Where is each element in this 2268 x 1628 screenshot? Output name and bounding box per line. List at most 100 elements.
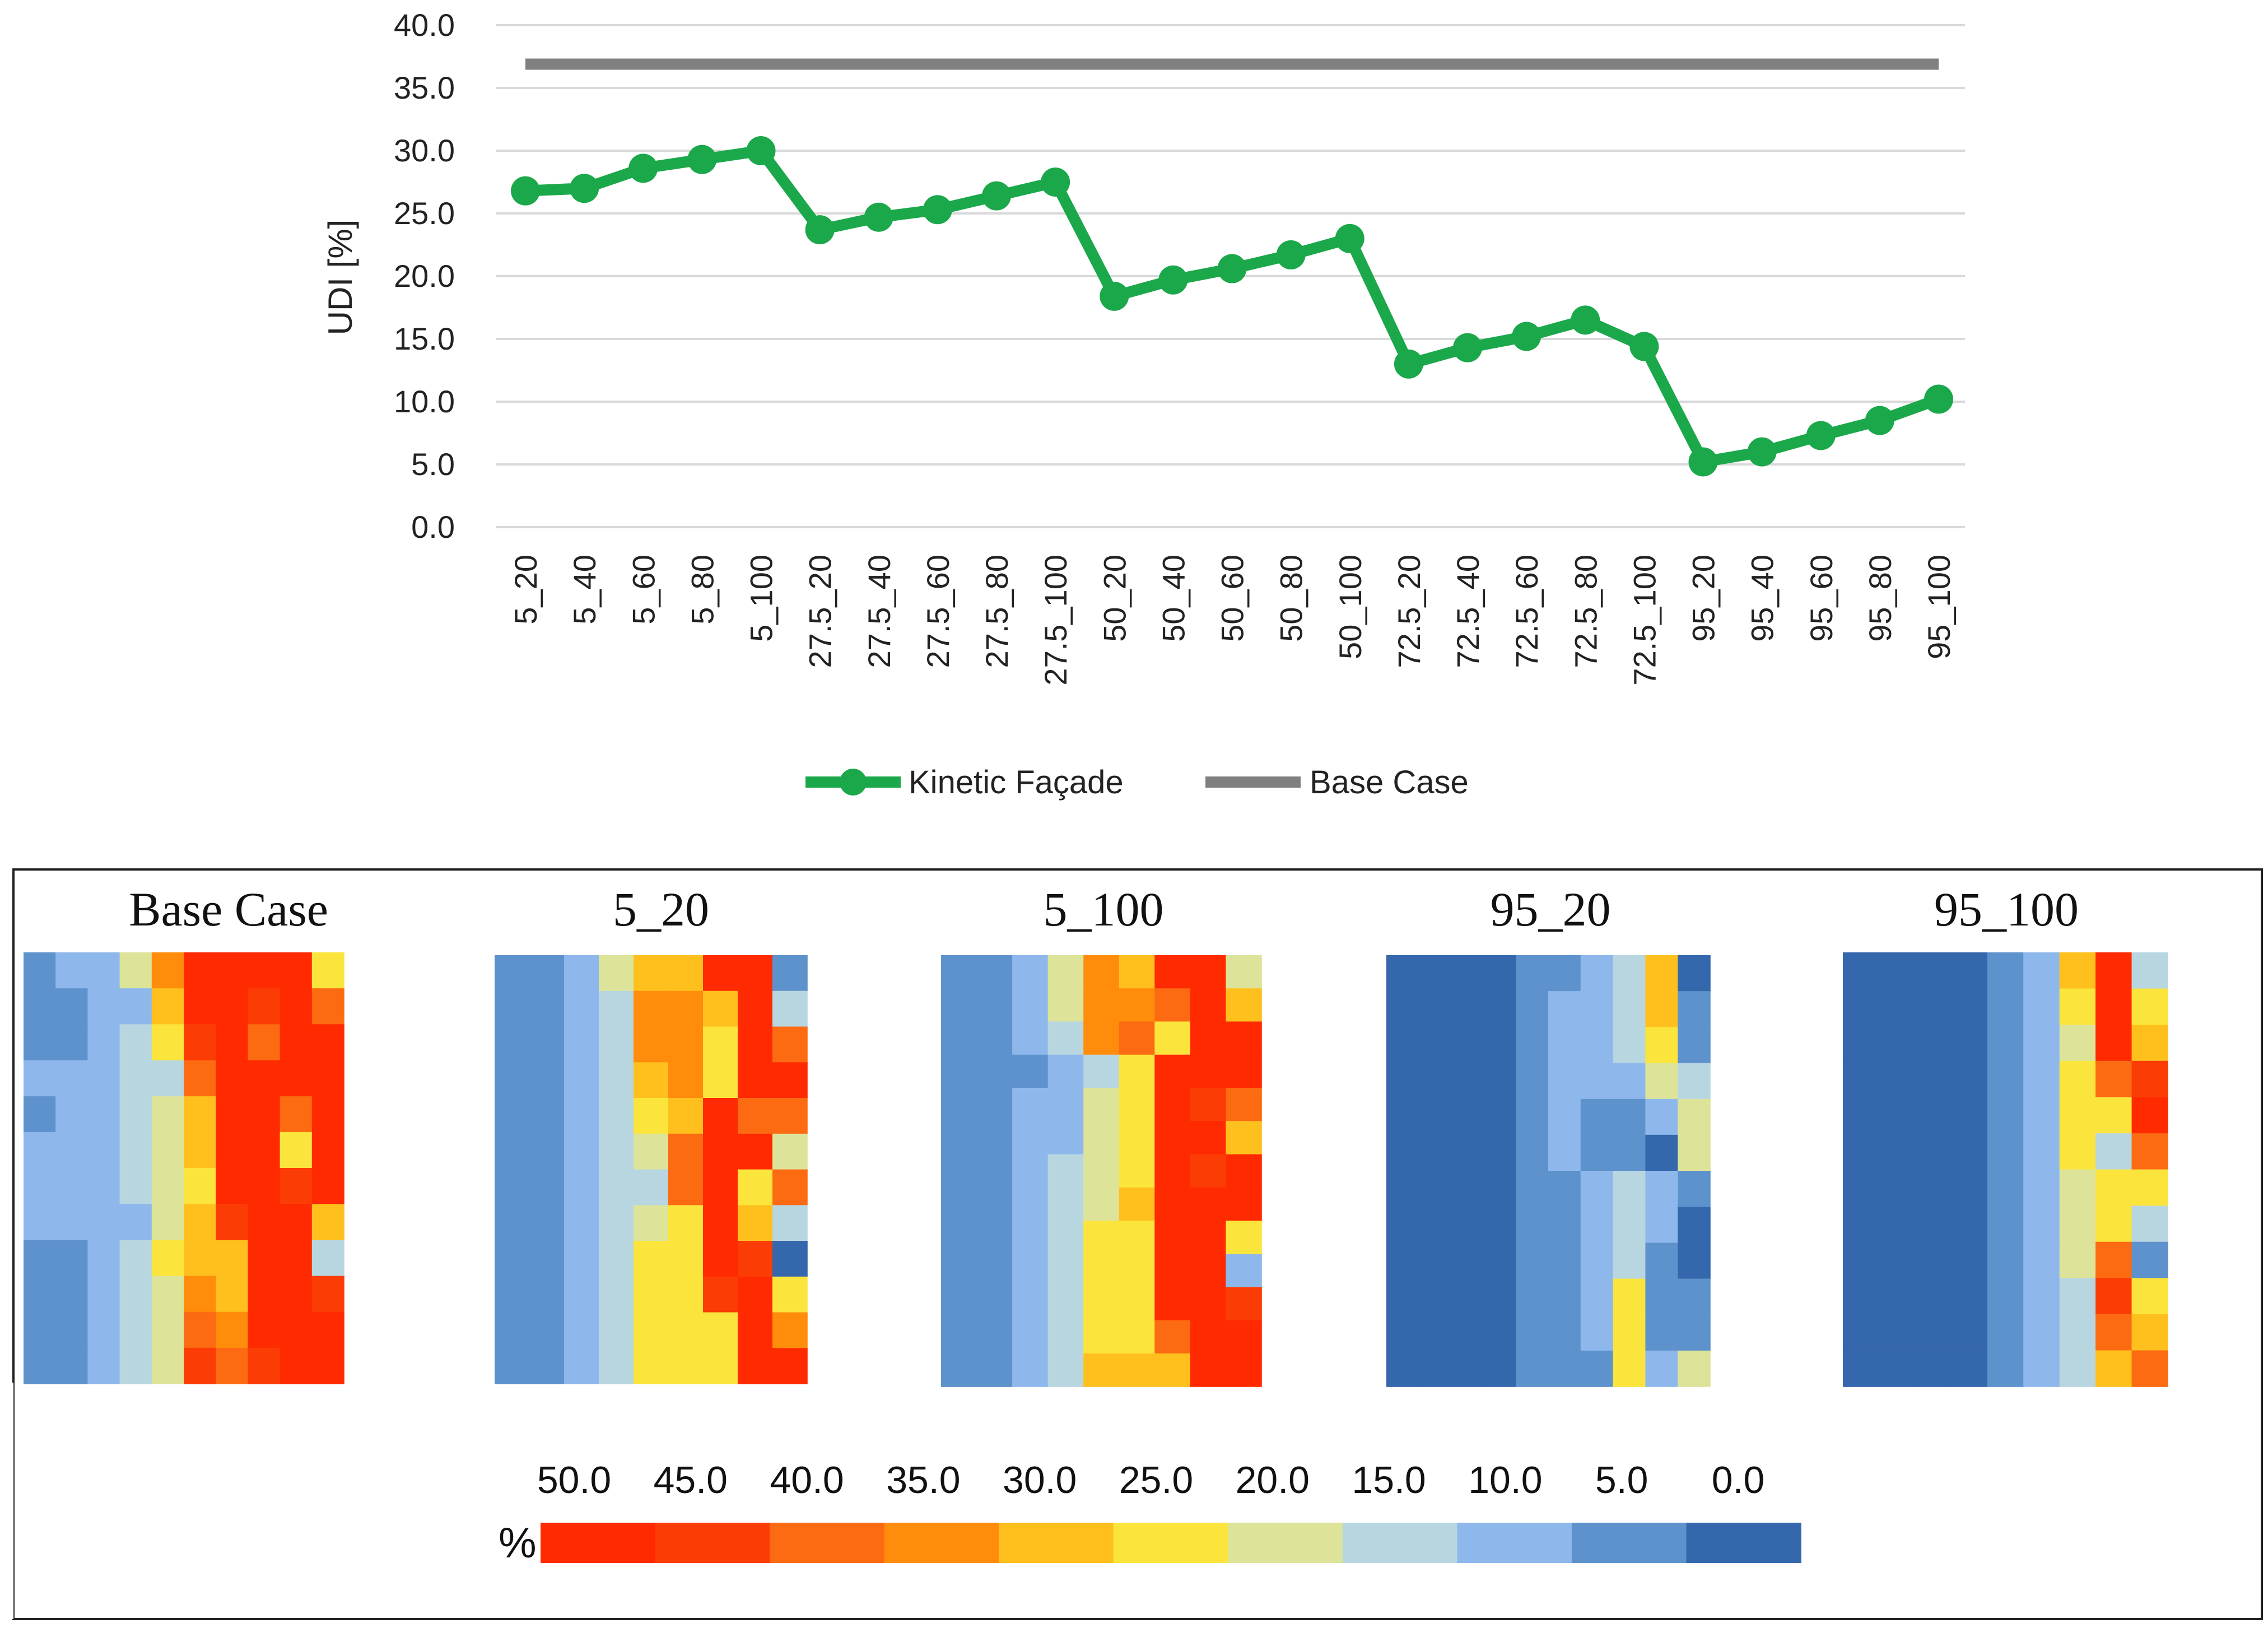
heatmap-cell <box>1226 1254 1262 1288</box>
color-scale-label: 10.0 <box>1468 1459 1542 1501</box>
heatmaps: Base Case 5_20 5_100 95_20 95_100 <box>24 882 2168 1387</box>
heatmap-cell <box>87 1311 120 1348</box>
heatmap-cell <box>1083 1254 1120 1288</box>
heatmap-cell <box>1580 1314 1614 1351</box>
heatmap-cell <box>55 988 89 1025</box>
heatmap-cell <box>1154 955 1191 989</box>
heatmap-cell <box>151 1276 184 1313</box>
heatmap-cell <box>599 1241 634 1277</box>
heatmap-cell <box>1190 1187 1227 1221</box>
heatmap-cell <box>495 990 530 1027</box>
heatmap-cell <box>1226 1087 1262 1122</box>
heatmap-cell <box>1645 1243 1678 1280</box>
heatmap-cell <box>216 1347 249 1384</box>
heatmap-cell <box>87 1132 120 1169</box>
heatmap-cell <box>87 988 120 1025</box>
color-scale-label: 40.0 <box>770 1459 844 1501</box>
heatmap-cell <box>2131 952 2168 989</box>
heatmap-cell <box>87 1060 120 1097</box>
heatmap-cell <box>529 1312 565 1349</box>
heatmap-cell <box>87 1024 120 1061</box>
color-scale-label: 20.0 <box>1236 1459 1310 1501</box>
heatmap-cell <box>1951 1350 1988 1387</box>
heatmap-cell <box>1879 1133 1916 1170</box>
heatmap-cell <box>151 1347 184 1384</box>
x-tick-label: 50_100 <box>1333 555 1368 659</box>
heatmap-cell <box>1154 1021 1191 1055</box>
heatmap-cell <box>1580 1134 1614 1171</box>
heatmap-cell <box>1012 1220 1049 1254</box>
color-scale-swatch <box>884 1523 999 1563</box>
heatmap-cell <box>564 1169 599 1206</box>
heatmap-cell <box>1451 1350 1484 1387</box>
x-tick-label: 72.5_40 <box>1450 555 1485 668</box>
y-tick-label: 0.0 <box>411 509 455 545</box>
color-scale-swatch <box>541 1523 656 1563</box>
heatmap-cell <box>1516 1063 1549 1100</box>
heatmap-cell <box>1915 1206 1952 1243</box>
heatmap-cell <box>1915 1241 1952 1279</box>
color-scale-label: 25.0 <box>1119 1459 1193 1501</box>
heatmap-cell <box>1012 1087 1049 1122</box>
x-tick-label: 5_80 <box>684 555 720 625</box>
heatmap-cell <box>55 1060 89 1097</box>
heatmap-cell <box>1548 1027 1581 1064</box>
color-scale-swatch <box>1457 1523 1572 1563</box>
heatmap-cell <box>2095 1350 2132 1387</box>
heatmap-cell <box>1843 952 1880 989</box>
heatmap-cell <box>495 1098 530 1134</box>
heatmap-cell <box>1418 955 1452 992</box>
heatmap-cell <box>634 1062 669 1099</box>
heatmap-cell <box>1083 1320 1120 1354</box>
heatmap-cell <box>1678 991 1711 1028</box>
heatmap-cell <box>2131 1025 2168 1062</box>
heatmap-cell <box>703 955 738 992</box>
heatmap-cell <box>280 1311 313 1348</box>
heatmap-cell <box>151 1060 184 1097</box>
heatmap-cell <box>703 1241 738 1277</box>
heatmap-cell <box>1418 1099 1452 1136</box>
x-tick-label: 95_20 <box>1686 555 1721 642</box>
heatmap-cell <box>24 1204 56 1241</box>
data-point-kinetic-facade <box>746 136 776 165</box>
heatmap-cell <box>1516 1243 1549 1280</box>
heatmap-cell <box>280 1168 313 1204</box>
heatmap-cell <box>1915 1314 1952 1351</box>
heatmap-cell <box>738 1205 773 1241</box>
heatmap-cell <box>24 1347 56 1384</box>
heatmap-cell <box>280 952 313 989</box>
heatmap-cell <box>1012 1054 1049 1089</box>
heatmap-cell <box>216 1060 249 1097</box>
heatmap-cell <box>738 1276 773 1313</box>
heatmap-cell <box>184 1240 216 1277</box>
heatmap-1: Base Case <box>24 882 344 1384</box>
heatmap-cell <box>1047 988 1084 1022</box>
data-point-kinetic-facade <box>1924 384 1953 414</box>
heatmap-cell <box>634 1026 669 1063</box>
heatmap-cell <box>280 1204 313 1241</box>
heatmap-cell <box>1879 952 1916 989</box>
heatmap-cell <box>248 1024 281 1061</box>
heatmap-2: 5_20 <box>495 882 808 1384</box>
heatmap-cell <box>1678 1350 1711 1387</box>
heatmap-cell <box>495 1348 530 1384</box>
heatmap-cell <box>495 1276 530 1313</box>
heatmap-cell <box>55 1096 89 1133</box>
heatmap-cell <box>1154 1287 1191 1321</box>
heatmap-cell <box>599 955 634 992</box>
heatmap-cell <box>772 1098 808 1134</box>
heatmap-cell <box>151 1168 184 1204</box>
heatmap-cell <box>1047 1021 1084 1055</box>
x-tick-label: 72.5_20 <box>1391 555 1427 668</box>
heatmap-cell <box>1386 1134 1419 1171</box>
heatmap-cell <box>1516 1027 1549 1064</box>
x-tick-label: 72.5_100 <box>1627 555 1662 686</box>
heatmap-cell <box>1613 1243 1646 1280</box>
heatmap-cell <box>2095 1206 2132 1243</box>
heatmap-cell <box>87 1096 120 1133</box>
x-tick-label: 95_40 <box>1745 555 1780 642</box>
heatmap-cell <box>1915 952 1952 989</box>
heatmap-cell <box>1418 1171 1452 1207</box>
heatmap-cell <box>1083 1154 1120 1188</box>
heatmap-cell <box>1987 1133 2024 1170</box>
